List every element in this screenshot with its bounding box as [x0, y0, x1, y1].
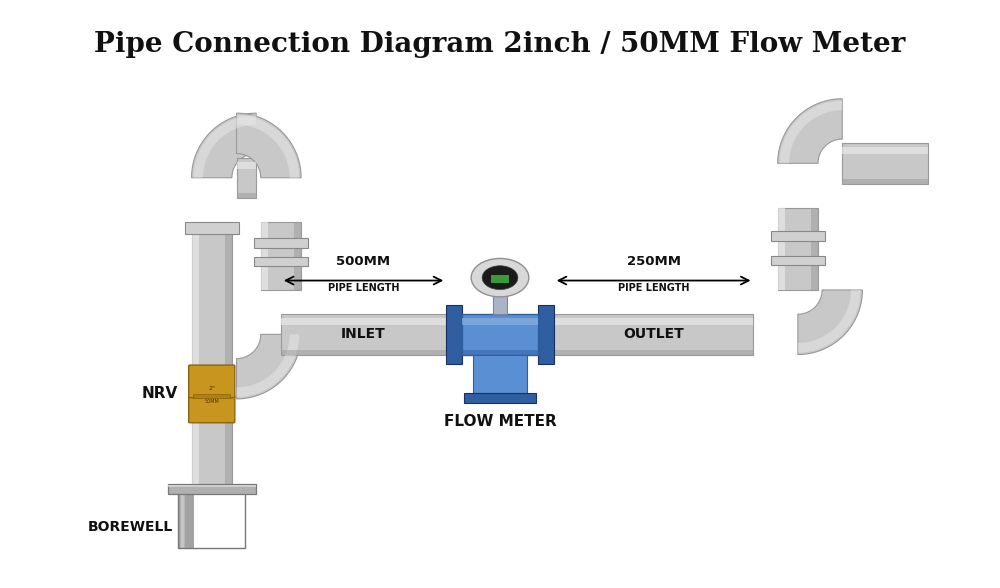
Bar	[464, 393, 536, 403]
Bar	[192, 222, 232, 366]
Bar	[778, 208, 818, 290]
Text: 250MM: 250MM	[627, 255, 681, 268]
Polygon shape	[237, 113, 301, 178]
Bar	[554, 318, 753, 326]
Bar	[180, 490, 189, 547]
Text: FLOW METER: FLOW METER	[444, 414, 556, 429]
Bar	[184, 490, 193, 547]
Polygon shape	[192, 113, 256, 178]
Text: BOREWELL: BOREWELL	[88, 520, 173, 534]
Bar	[554, 314, 753, 355]
Bar	[237, 162, 256, 169]
Bar	[462, 314, 538, 355]
Bar	[192, 422, 232, 485]
Bar	[254, 256, 308, 266]
Bar	[237, 158, 256, 198]
Bar	[493, 293, 507, 314]
Bar	[811, 208, 818, 290]
Bar	[538, 305, 554, 364]
Bar	[182, 490, 191, 547]
Polygon shape	[798, 290, 861, 353]
Polygon shape	[780, 101, 842, 163]
Bar	[554, 350, 753, 355]
Bar	[225, 422, 232, 485]
Bar	[771, 256, 825, 265]
Text: PIPE LENGTH: PIPE LENGTH	[618, 283, 689, 293]
Polygon shape	[193, 115, 256, 178]
Text: INLET: INLET	[341, 328, 386, 342]
Bar	[473, 355, 527, 393]
FancyBboxPatch shape	[189, 396, 235, 423]
Bar	[225, 222, 232, 366]
Bar	[281, 318, 446, 326]
Polygon shape	[778, 99, 842, 163]
Bar	[181, 490, 190, 547]
Bar	[192, 222, 199, 366]
Bar	[185, 490, 194, 547]
Bar	[842, 179, 928, 183]
Bar	[185, 222, 239, 233]
Bar	[294, 222, 301, 290]
Bar	[178, 490, 187, 547]
Bar	[192, 422, 199, 485]
Bar	[462, 318, 538, 326]
Bar	[778, 208, 785, 290]
Polygon shape	[798, 290, 862, 355]
Text: 50MM: 50MM	[204, 399, 219, 404]
Ellipse shape	[482, 266, 518, 289]
Bar	[281, 350, 446, 355]
Bar	[261, 222, 268, 290]
Bar	[462, 350, 538, 355]
Text: Pipe Connection Diagram 2inch / 50MM Flow Meter: Pipe Connection Diagram 2inch / 50MM Flo…	[94, 31, 906, 58]
Bar	[281, 314, 446, 355]
Bar	[179, 490, 188, 547]
Bar	[168, 485, 256, 487]
Bar	[183, 490, 192, 547]
Bar	[771, 231, 825, 240]
Polygon shape	[237, 335, 301, 399]
Bar	[261, 222, 301, 290]
Bar	[446, 305, 462, 364]
Text: NRV: NRV	[142, 386, 178, 402]
Bar	[193, 394, 230, 399]
Bar	[842, 143, 928, 183]
Text: PIPE LENGTH: PIPE LENGTH	[328, 283, 399, 293]
Text: 2": 2"	[208, 386, 215, 390]
Bar	[178, 490, 245, 547]
Bar	[254, 238, 308, 248]
Polygon shape	[237, 335, 299, 397]
Bar	[168, 485, 256, 494]
Bar	[842, 147, 928, 155]
FancyBboxPatch shape	[189, 365, 235, 397]
Ellipse shape	[471, 259, 529, 297]
Text: 500MM: 500MM	[336, 255, 391, 268]
Text: OUTLET: OUTLET	[623, 328, 684, 342]
Bar	[237, 193, 256, 198]
Bar	[491, 275, 509, 283]
Polygon shape	[237, 115, 299, 178]
